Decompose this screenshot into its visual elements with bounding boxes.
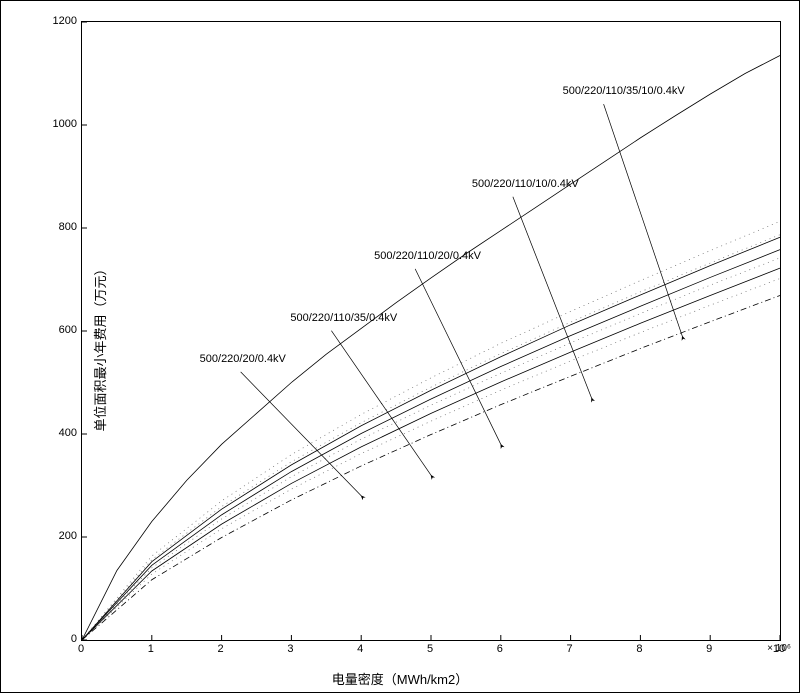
x-tick: 2 [218, 643, 224, 655]
annotation-label: 500/220/110/35/0.4kV [290, 312, 397, 324]
chart-frame: 单位面积最小年费用（万元） 电量密度（MWh/km2） × 10⁶ 012345… [0, 0, 800, 693]
curves-svg [82, 22, 780, 640]
x-tick: 6 [497, 643, 503, 655]
x-tick: 4 [357, 643, 363, 655]
series-mid-solid-1 [82, 237, 780, 640]
y-tick: 400 [49, 427, 77, 439]
annotation-arrow [241, 372, 362, 496]
series-mid-solid-2 [82, 250, 780, 640]
series-upper-dot-2 [82, 235, 780, 640]
y-tick: 600 [49, 324, 77, 336]
plot-area [81, 21, 781, 641]
series-mid-dot-4 [82, 278, 780, 640]
y-tick: 1200 [49, 15, 77, 27]
series-mid-solid-3 [82, 268, 780, 640]
x-tick: 5 [427, 643, 433, 655]
x-tick: 7 [567, 643, 573, 655]
annotation-label: 500/220/110/10/0.4kV [472, 178, 579, 190]
x-axis-label: 电量密度（MWh/km2） [332, 669, 469, 688]
annotation-arrow [331, 331, 431, 476]
x-tick: 1 [148, 643, 154, 655]
annotation-label: 500/220/110/20/0.4kV [374, 250, 481, 262]
annotation-arrow [604, 104, 683, 336]
annotation-arrow [415, 269, 501, 444]
series-upper-dot-1 [82, 221, 780, 640]
x-tick: 10 [773, 643, 785, 655]
x-tick: 8 [636, 643, 642, 655]
series-top [82, 55, 780, 640]
x-tick: 9 [706, 643, 712, 655]
y-tick: 800 [49, 221, 77, 233]
x-tick: 0 [78, 643, 84, 655]
series-bottom [82, 295, 780, 640]
x-tick: 3 [287, 643, 293, 655]
y-tick: 1000 [49, 118, 77, 130]
y-tick: 0 [49, 633, 77, 645]
annotation-label: 500/220/110/35/10/0.4kV [563, 85, 685, 97]
y-tick: 200 [49, 530, 77, 542]
annotation-label: 500/220/20/0.4kV [200, 353, 286, 365]
annotation-arrow [513, 197, 592, 398]
